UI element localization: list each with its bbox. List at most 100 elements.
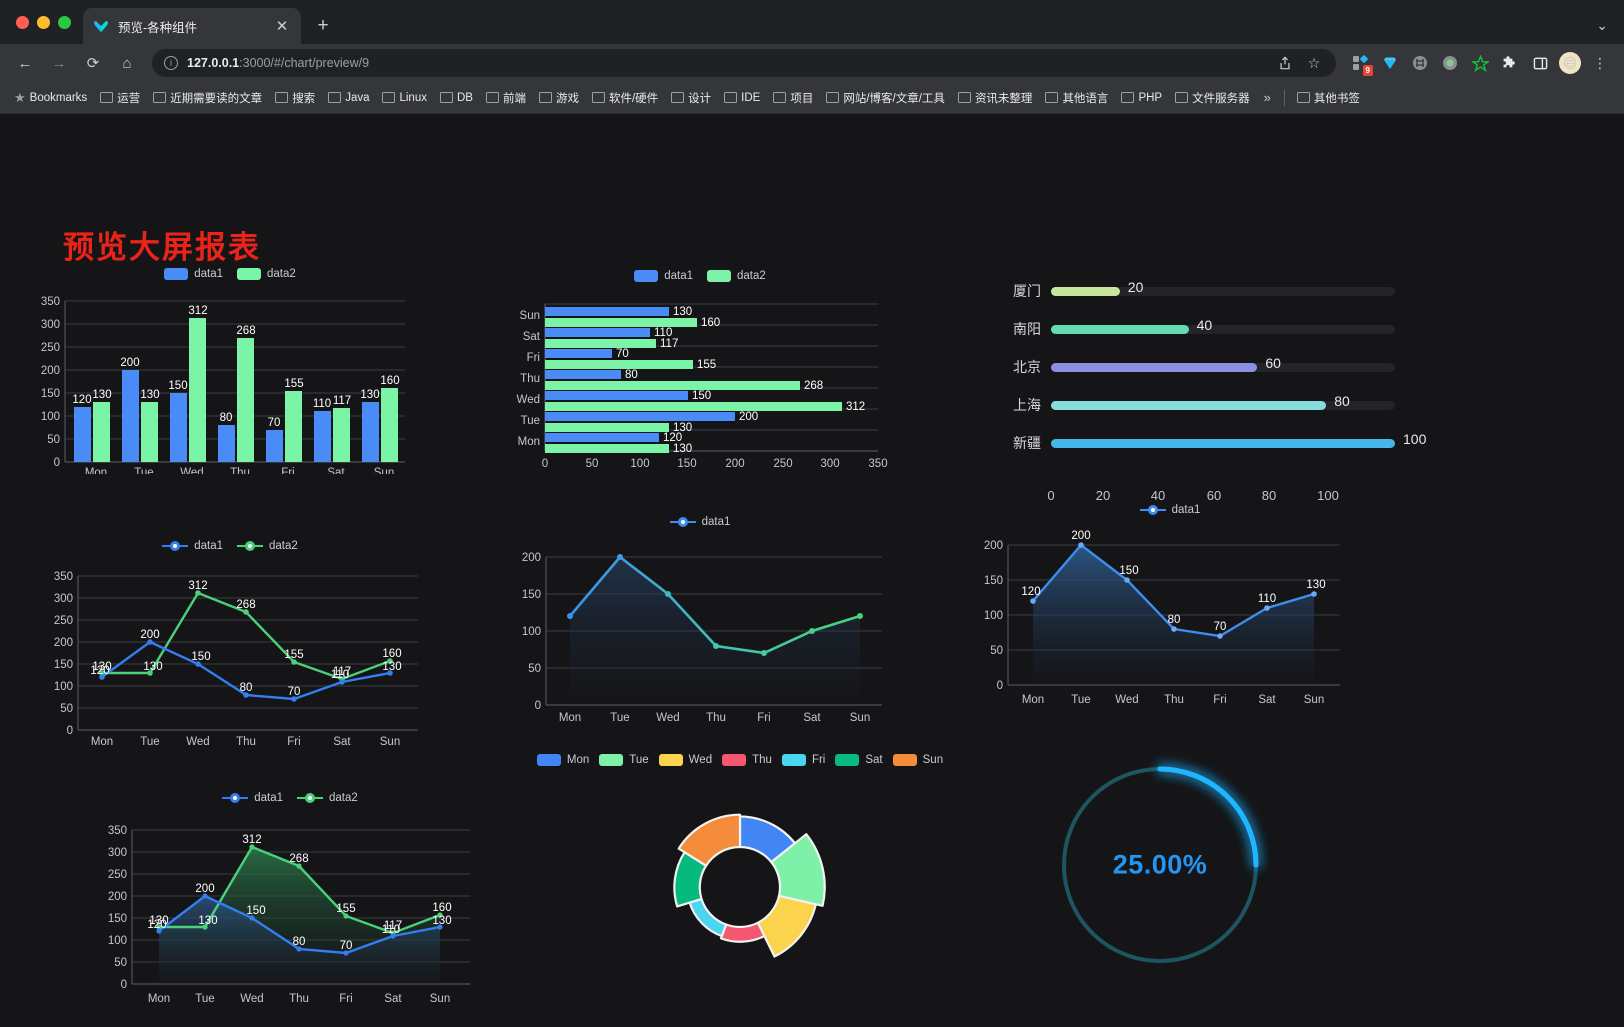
bookmark-folder[interactable]: IDE (719, 89, 765, 107)
legend-item[interactable]: Mon (536, 754, 589, 766)
extensions-grid-icon[interactable]: 9 (1346, 49, 1374, 77)
legend-item[interactable]: Sun (892, 754, 943, 766)
progress-track: 40 (1051, 317, 1395, 334)
bookmark-folder[interactable]: 其他语言 (1040, 87, 1113, 109)
bookmark-folder[interactable]: 设计 (666, 87, 716, 109)
bookmark-folder[interactable]: 运营 (95, 87, 145, 109)
site-info-icon[interactable]: i (164, 56, 178, 70)
svg-text:200: 200 (984, 540, 1003, 552)
svg-text:Sun: Sun (430, 993, 450, 1005)
bookmark-folder[interactable]: 搜索 (270, 87, 320, 109)
browser-tab[interactable]: 预览-各种组件 ✕ (83, 8, 301, 44)
svg-text:Tue: Tue (521, 415, 540, 427)
legend-item[interactable]: data1 (164, 268, 223, 280)
svg-text:130: 130 (92, 389, 111, 401)
svg-text:Sun: Sun (520, 310, 540, 322)
legend-item[interactable]: data1 (669, 516, 730, 528)
forward-button[interactable]: → (51, 54, 67, 72)
svg-text:150: 150 (168, 380, 187, 392)
folder-icon (773, 91, 787, 103)
svg-text:250: 250 (54, 615, 73, 627)
legend-item[interactable]: data2 (237, 268, 296, 280)
bookmarks-label: Bookmarks (29, 91, 88, 104)
legend-item[interactable]: data1 (162, 540, 223, 552)
window-controls[interactable] (8, 0, 83, 44)
bookmark-folder[interactable]: 文件服务器 (1170, 87, 1255, 109)
maximize-window-button[interactable] (58, 15, 71, 29)
url-path: :3000/#/chart/preview/9 (239, 56, 370, 70)
svg-text:100: 100 (108, 935, 127, 947)
svg-text:80: 80 (1262, 488, 1276, 503)
chart-vertical-bar: data1 data2 350 300 250 200 (20, 264, 440, 484)
svg-text:150: 150 (984, 575, 1003, 587)
legend-item[interactable]: Thu (722, 754, 772, 766)
svg-text:200: 200 (54, 637, 73, 649)
legend-item[interactable]: data2 (237, 540, 298, 552)
svg-text:0: 0 (535, 700, 541, 712)
chart-rose-donut: Mon Tue Wed Thu Fri Sat Sun (535, 754, 945, 1014)
bookmark-folder[interactable]: 网站/博客/文章/工具 (821, 87, 950, 109)
progress-row: 新疆 100 (995, 424, 1426, 462)
reload-button[interactable]: ⟳ (86, 55, 100, 72)
svg-text:150: 150 (246, 905, 265, 917)
bookmark-folder[interactable]: 项目 (768, 87, 818, 109)
svg-text:Fri: Fri (1213, 694, 1226, 706)
puzzle-icon[interactable] (1496, 49, 1524, 77)
progress-track: 20 (1051, 279, 1395, 296)
dashboard-page: 预览大屏报表 data1 data2 (0, 114, 1624, 1027)
new-tab-button[interactable]: + (317, 15, 329, 36)
tab-strip: 预览-各种组件 ✕ + ⌄ (0, 0, 1624, 44)
svg-text:110: 110 (331, 669, 349, 681)
svg-text:Wed: Wed (656, 712, 679, 724)
bookmark-folder[interactable]: Linux (377, 89, 432, 107)
legend-item[interactable]: Fri (781, 754, 825, 766)
close-window-button[interactable] (16, 15, 29, 29)
kebab-menu-icon[interactable]: ⋮ (1593, 54, 1607, 71)
circle-icon[interactable] (1436, 49, 1464, 77)
share-icon[interactable] (1275, 49, 1295, 77)
back-button[interactable]: ← (17, 54, 33, 72)
bookmark-folder[interactable]: DB (435, 89, 478, 107)
legend-item[interactable]: data1 (1139, 504, 1200, 516)
home-button[interactable]: ⌂ (122, 54, 132, 72)
x-axis-labels: Mon Tue Wed Thu Fri Sat Sun (559, 712, 870, 724)
donut-slice-tue (770, 833, 826, 907)
close-tab-button[interactable]: ✕ (275, 18, 289, 35)
sidepanel-icon[interactable] (1526, 49, 1554, 77)
svg-text:110: 110 (654, 327, 672, 339)
legend-item[interactable]: Wed (658, 754, 712, 766)
legend-item[interactable]: data2 (707, 270, 766, 282)
bookmark-folder[interactable]: PHP (1116, 89, 1167, 107)
bookmark-folder[interactable]: 游戏 (534, 87, 584, 109)
legend-item[interactable]: Sat (835, 754, 883, 766)
bookmarks-overflow-button[interactable]: » (1263, 90, 1271, 105)
star-outline-green-icon[interactable] (1466, 49, 1494, 77)
bookmark-folder-label: 搜索 (292, 92, 316, 105)
chevron-down-icon[interactable]: ⌄ (1596, 17, 1608, 33)
hashtag-icon[interactable] (1406, 49, 1434, 77)
minimize-window-button[interactable] (37, 15, 50, 29)
bookmark-folder[interactable]: 前端 (481, 87, 531, 109)
svg-text:Thu: Thu (289, 993, 309, 1005)
bookmarks-manager-button[interactable]: ★ Bookmarks (9, 87, 92, 109)
progress-fill (1051, 362, 1258, 372)
svg-text:Thu: Thu (520, 373, 540, 385)
svg-text:200: 200 (120, 357, 139, 369)
bookmark-folder[interactable]: 资讯未整理 (953, 87, 1038, 109)
bookmark-star-icon[interactable]: ☆ (1307, 54, 1321, 71)
progress-fill (1051, 438, 1395, 448)
url-host: 127.0.0.1 (187, 56, 240, 70)
bookmark-folder[interactable]: 近期需要读的文章 (148, 87, 267, 109)
legend-item[interactable]: Tue (599, 754, 649, 766)
bookmark-folder[interactable]: 软件/硬件 (587, 87, 663, 109)
bookmark-folder[interactable]: Java (323, 89, 374, 107)
legend-item[interactable]: data1 (222, 792, 283, 804)
diamond-icon[interactable] (1376, 49, 1404, 77)
address-bar[interactable]: i 127.0.0.1:3000/#/chart/preview/9 ☆ (152, 49, 1336, 77)
legend-item[interactable]: data1 (634, 270, 693, 282)
other-bookmarks-folder[interactable]: 其他书签 (1292, 87, 1365, 109)
legend-item[interactable]: data2 (297, 792, 358, 804)
progress-row: 上海 80 (995, 386, 1395, 424)
profile-avatar[interactable]: 😄 (1556, 49, 1584, 77)
legend-line-marker (237, 540, 263, 552)
